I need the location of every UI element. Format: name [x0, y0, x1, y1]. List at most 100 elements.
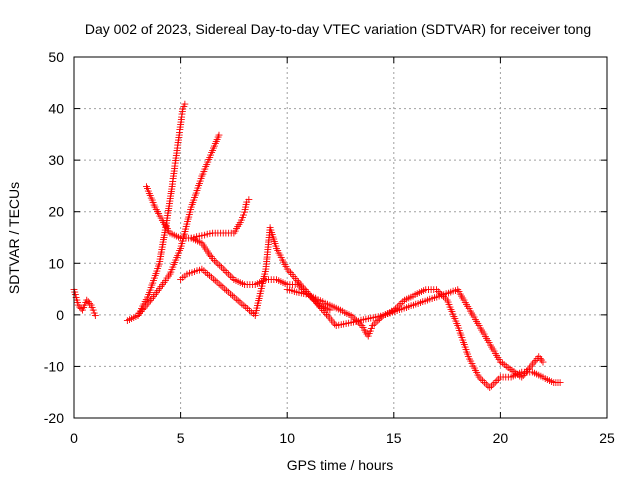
data-point-plus: + [238, 211, 247, 224]
data-point-plus: + [178, 105, 187, 118]
data-point-plus: + [72, 291, 81, 304]
data-point-plus: + [459, 294, 468, 307]
data-point-plus: + [252, 304, 261, 317]
data-point-plus: + [171, 254, 180, 267]
data-point-plus: + [220, 282, 229, 295]
data-point-plus: + [536, 370, 545, 383]
data-point-plus: + [251, 278, 260, 291]
data-point-plus: + [456, 329, 465, 342]
data-point-plus: + [203, 156, 212, 169]
data-point-plus: + [216, 279, 225, 292]
data-point-plus: + [531, 354, 540, 367]
data-point-plus: + [293, 278, 302, 291]
data-point-plus: + [227, 226, 236, 239]
data-point-plus: + [213, 276, 222, 289]
data-point-plus: + [306, 289, 315, 302]
data-point-plus: + [421, 283, 430, 296]
data-point-plus: + [234, 218, 243, 231]
data-point-plus: + [451, 314, 460, 327]
data-point-plus: + [488, 343, 497, 356]
data-point-plus: + [191, 234, 200, 247]
data-point-plus: + [215, 259, 224, 272]
data-point-plus: + [182, 268, 191, 281]
data-point-plus: + [207, 250, 216, 263]
data-point-plus: + [146, 294, 155, 307]
data-point-plus: + [212, 135, 221, 148]
data-point-plus: + [163, 209, 172, 222]
data-point-plus: + [158, 238, 167, 251]
data-point-plus: + [159, 231, 168, 244]
data-point-plus: + [364, 329, 373, 342]
data-point-plus: + [467, 357, 476, 370]
data-point-plus: + [175, 128, 184, 141]
data-point-plus: + [164, 270, 173, 283]
data-point-plus: + [421, 294, 430, 307]
data-point-plus: + [190, 265, 199, 278]
data-point-plus: + [165, 197, 174, 210]
data-point-plus: + [526, 359, 535, 372]
data-point-plus: + [349, 315, 358, 328]
data-point-plus: + [313, 293, 322, 306]
data-point-plus: + [482, 378, 491, 391]
data-point-plus: + [491, 347, 500, 360]
data-point-plus: + [530, 367, 539, 380]
data-point-plus: + [194, 179, 203, 192]
data-point-plus: + [496, 371, 505, 384]
data-point-plus: + [466, 355, 475, 368]
data-point-plus: + [277, 251, 286, 264]
data-point-plus: + [528, 358, 537, 371]
data-point-plus: + [203, 267, 212, 280]
data-point-plus: + [193, 182, 202, 195]
data-point-plus: + [165, 226, 174, 239]
data-point-plus: + [162, 272, 171, 285]
data-point-plus: + [162, 216, 171, 229]
data-point-plus: + [461, 343, 470, 356]
data-point-plus: + [237, 297, 246, 310]
data-point-plus: + [280, 258, 289, 271]
data-point-plus: + [271, 237, 280, 250]
data-point-plus: + [315, 299, 324, 312]
data-point-plus: + [332, 302, 341, 315]
data-point-plus: + [473, 317, 482, 330]
data-point-plus: + [245, 278, 254, 291]
data-point-plus: + [283, 262, 292, 275]
data-point-plus: + [184, 213, 193, 226]
data-point-plus: + [171, 152, 180, 165]
data-point-plus: + [292, 285, 301, 298]
data-point-plus: + [197, 237, 206, 250]
data-point-plus: + [495, 353, 504, 366]
data-point-plus: + [407, 299, 416, 312]
data-point-plus: + [155, 282, 164, 295]
data-point-plus: + [71, 288, 80, 301]
data-point-plus: + [323, 303, 332, 316]
data-point-plus: + [263, 245, 272, 258]
data-point-plus: + [218, 281, 227, 294]
data-point-plus: + [174, 134, 183, 147]
data-point-plus: + [538, 371, 547, 384]
data-point-plus: + [474, 371, 483, 384]
data-point-plus: + [467, 306, 476, 319]
data-point-plus: + [287, 268, 296, 281]
data-point-plus: + [155, 209, 164, 222]
data-point-plus: + [167, 227, 176, 240]
data-point-plus: + [501, 371, 510, 384]
data-point-plus: + [263, 250, 272, 263]
data-point-plus: + [530, 356, 539, 369]
data-point-plus: + [76, 302, 85, 315]
data-point-plus: + [517, 371, 526, 384]
data-point-plus: + [471, 364, 480, 377]
data-point-plus: + [287, 284, 296, 297]
data-point-plus: + [211, 274, 220, 287]
data-point-plus: + [265, 226, 274, 239]
data-point-plus: + [185, 205, 194, 218]
data-point-plus: + [229, 273, 238, 286]
data-point-plus: + [294, 286, 303, 299]
data-point-plus: + [549, 376, 558, 389]
data-point-plus: + [419, 284, 428, 297]
data-point-plus: + [408, 289, 417, 302]
data-point-plus: + [153, 284, 162, 297]
data-point-plus: + [458, 292, 467, 305]
data-point-plus: + [334, 319, 343, 332]
data-point-plus: + [262, 258, 271, 271]
data-point-plus: + [176, 273, 185, 286]
